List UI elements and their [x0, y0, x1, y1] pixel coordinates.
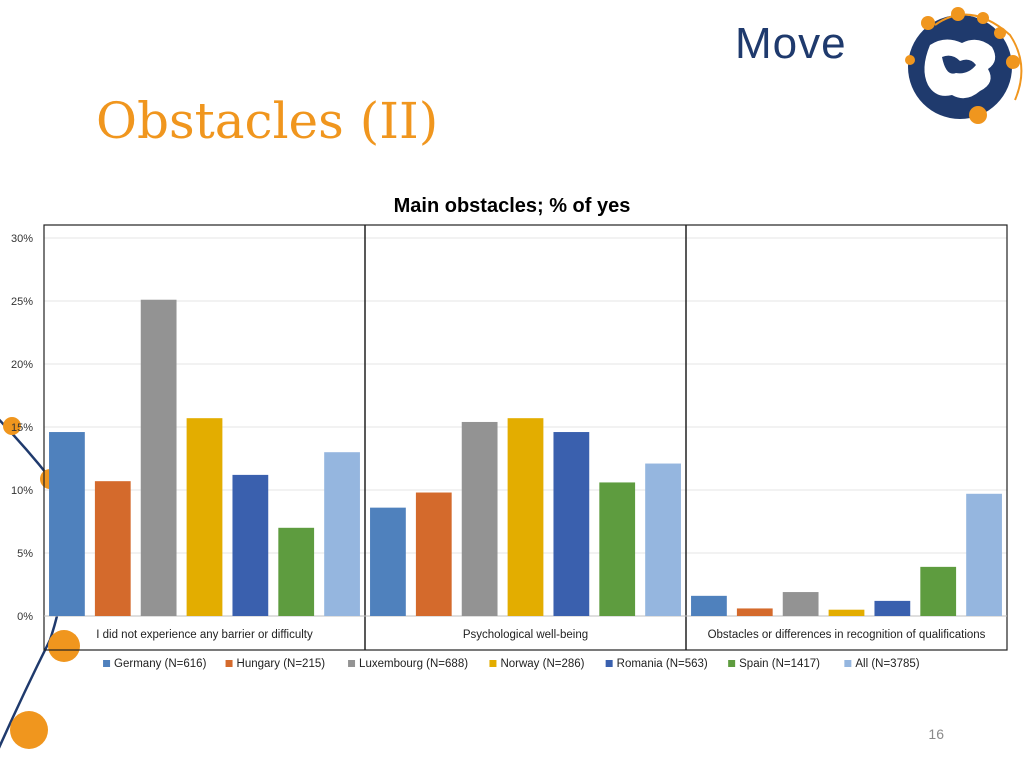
legend-label: Hungary (N=215): [237, 658, 326, 670]
bar: [232, 474, 269, 616]
bar: [874, 600, 911, 616]
plot-frame: [43, 224, 1008, 651]
slide-title: Obstacles (II): [96, 92, 439, 150]
bar: [553, 432, 590, 616]
y-tick-label: 0%: [17, 611, 33, 623]
bar: [599, 482, 636, 616]
bar: [49, 432, 85, 616]
logo-text: Move: [735, 19, 847, 68]
legend-swatch: [728, 660, 736, 667]
bar: [828, 609, 865, 616]
orbit-dot: [10, 711, 48, 749]
y-tick-label: 5%: [17, 548, 33, 560]
bar: [278, 527, 315, 616]
legend-swatch: [844, 660, 852, 667]
bar: [370, 507, 406, 616]
page-number: 16: [928, 726, 944, 742]
category-label: Psychological well-being: [463, 629, 588, 641]
bar: [736, 608, 773, 616]
bar: [920, 566, 957, 616]
legend-swatch: [103, 660, 111, 667]
legend-swatch: [348, 660, 356, 667]
bar: [415, 492, 452, 616]
legend-swatch: [225, 660, 233, 667]
orbit-dot: [48, 630, 80, 662]
legend-label: Romania (N=563): [617, 658, 708, 670]
bar: [324, 452, 360, 616]
bar: [966, 493, 1002, 616]
bar: [645, 463, 681, 616]
y-tick-label: 10%: [11, 485, 33, 497]
bar: [186, 418, 223, 616]
category-label: I did not experience any barrier or diff…: [96, 629, 313, 641]
legend-label: Norway (N=286): [500, 658, 584, 670]
move-logo: Move: [730, 5, 1024, 130]
y-tick-label: 20%: [11, 359, 33, 371]
globe-icon: [905, 7, 1023, 124]
legend-label: All (N=3785): [855, 658, 919, 670]
category-label: Obstacles or differences in recognition …: [708, 629, 986, 641]
legend-label: Luxembourg (N=688): [359, 658, 468, 670]
y-tick-label: 25%: [11, 296, 33, 308]
bar: [140, 299, 177, 616]
bar: [507, 418, 544, 616]
legend-swatch: [489, 660, 497, 667]
orbit-dot: [3, 417, 21, 435]
bar: [782, 592, 819, 616]
y-tick-label: 15%: [11, 422, 33, 434]
legend-label: Spain (N=1417): [739, 658, 820, 670]
bar: [461, 421, 498, 616]
chart-title: Main obstacles; % of yes: [393, 195, 631, 217]
y-tick-label: 30%: [11, 233, 33, 245]
legend-label: Germany (N=616): [114, 658, 207, 670]
legend-swatch: [605, 660, 613, 667]
bar: [94, 481, 131, 616]
bar: [691, 595, 727, 616]
